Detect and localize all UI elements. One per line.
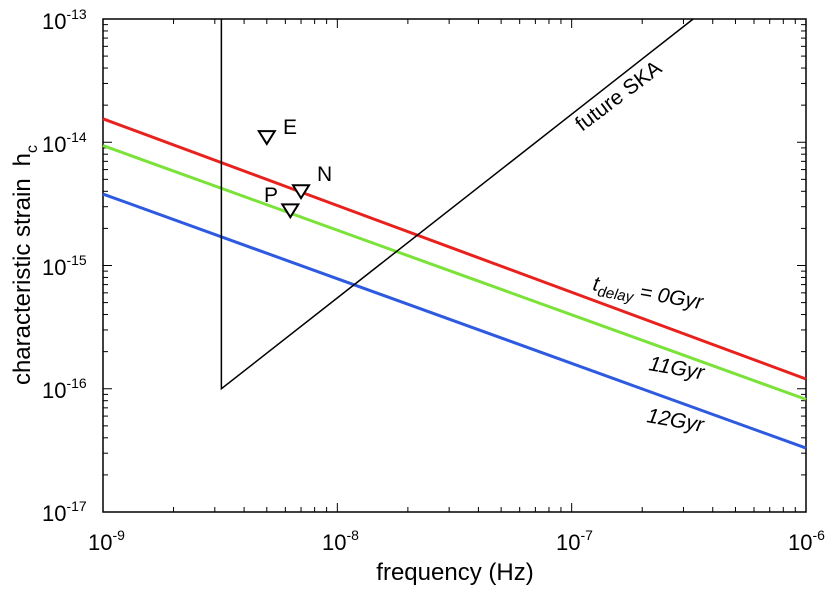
marker-label-p: P [264, 184, 278, 207]
ticks [102, 19, 806, 513]
series-lines [102, 117, 807, 450]
plot-frame [102, 18, 807, 513]
annotation-11gyr: 11Gyr [647, 352, 707, 384]
marker-e [256, 130, 277, 146]
y-tick-label: 10-15 [42, 252, 87, 280]
annotation-future-ska: future SKA [571, 57, 666, 136]
y-tick-label: 10-17 [42, 498, 87, 526]
x-tick-label: 10-8 [322, 527, 359, 555]
ska-layer [220, 18, 694, 391]
marker-layer [256, 130, 311, 220]
ska-sensitivity-curve [220, 18, 694, 391]
y-tick-label: 10-14 [42, 129, 87, 157]
y-tick-label: 10-13 [42, 6, 87, 34]
x-tick-label: 10-6 [788, 527, 825, 555]
marker-n [291, 184, 311, 200]
y-axis-label: characteristic strainhc [9, 145, 41, 385]
series-line-1 [102, 144, 807, 401]
series-line-0 [102, 117, 807, 381]
annotation-t-delay: tdelay = 0Gyr [590, 272, 705, 318]
x-tick-label: 10-9 [88, 527, 125, 555]
series-line-2 [102, 192, 807, 450]
marker-p [280, 203, 301, 220]
marker-label-e: E [283, 116, 297, 139]
x-axis-label: frequency (Hz) [376, 559, 533, 586]
x-tick-label: 10-7 [556, 527, 593, 555]
marker-label-n: N [317, 163, 332, 186]
y-tick-label: 10-16 [42, 375, 87, 403]
